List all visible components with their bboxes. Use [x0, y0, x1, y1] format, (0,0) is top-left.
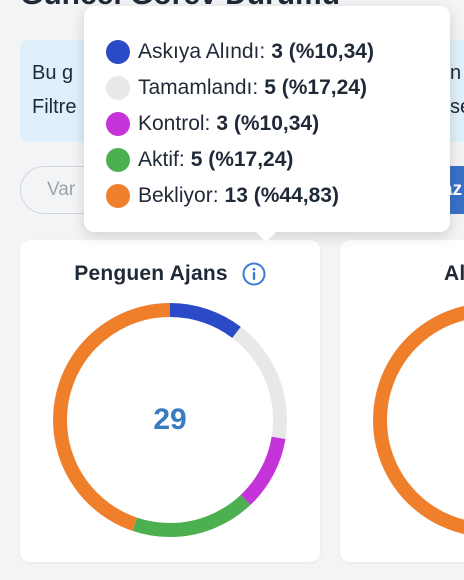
project-card[interactable]: Penguen Ajans 29 [20, 240, 320, 562]
tooltip-row: Askıya Alındı: 3 (%10,34) [106, 34, 428, 70]
donut-chart-2[interactable] [370, 300, 464, 540]
legend-dot-icon [106, 76, 130, 100]
page-title: Güncel Görev Durumu [20, 0, 340, 12]
tooltip-row: Tamamlandı: 5 (%17,24) [106, 70, 428, 106]
tooltip-value: 5 (%17,24) [264, 76, 367, 99]
donut-slice-tamamland-[interactable] [53, 303, 287, 537]
tooltip-value: 3 (%10,34) [216, 112, 320, 135]
tooltip-value: 13 (%44,83) [224, 184, 339, 207]
donut-slice-aktif[interactable] [53, 303, 287, 537]
info-banner-text-right: n se [450, 56, 464, 124]
card-title-2: Al [444, 262, 464, 285]
project-card-2[interactable]: Al [340, 240, 464, 562]
legend-dot-icon [106, 148, 130, 172]
tooltip-row: Bekliyor: 13 (%44,83) [106, 178, 428, 214]
tooltip-row: Kontrol: 3 (%10,34) [106, 106, 428, 142]
donut-chart[interactable]: 29 [50, 300, 290, 540]
legend-dot-icon [106, 40, 130, 64]
info-banner-line1-right: n [450, 62, 462, 84]
card-header: Penguen Ajans [20, 262, 320, 286]
info-banner-text-left: Bu g Filtre [32, 56, 76, 124]
tooltip-label: Tamamlandı: [138, 76, 259, 99]
donut-slice-bekliyor[interactable] [53, 303, 287, 537]
info-banner-line1: Bu g [32, 62, 74, 84]
donut-svg [53, 303, 287, 537]
info-banner-line2: Filtre [32, 96, 77, 118]
tooltip-label: Bekliyor: [138, 184, 219, 207]
chart-tooltip: Askıya Alındı: 3 (%10,34) Tamamlandı: 5 … [84, 6, 450, 232]
legend-dot-icon [106, 112, 130, 136]
tooltip-label: Aktif: [138, 148, 185, 171]
tooltip-label: Askıya Alındı: [138, 40, 266, 63]
legend-dot-icon [106, 184, 130, 208]
tooltip-arrow [256, 232, 276, 242]
info-banner-line2-right: se [450, 96, 464, 118]
tooltip-value: 3 (%10,34) [271, 40, 374, 63]
donut-total: 29 [153, 403, 187, 436]
tooltip-value: 5 (%17,24) [190, 148, 294, 171]
tooltip-row: Aktif: 5 (%17,24) [106, 142, 428, 178]
info-icon[interactable] [242, 262, 266, 286]
card-title: Penguen Ajans [74, 262, 228, 285]
donut-2-ring [373, 305, 464, 535]
tooltip-label: Kontrol: [138, 112, 211, 135]
